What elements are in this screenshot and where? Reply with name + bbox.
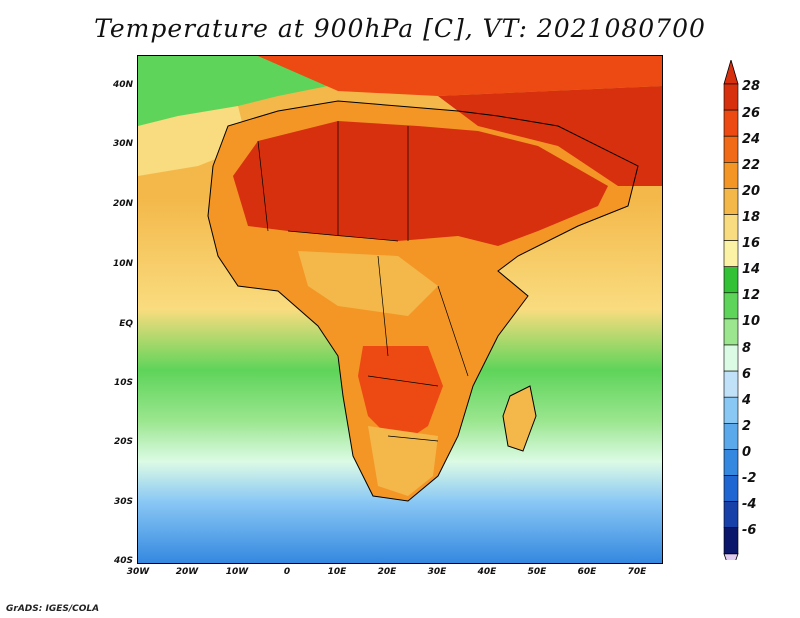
colorbar-label: 22	[742, 158, 761, 173]
lat-label: 30N	[112, 139, 133, 149]
colorbar-segment	[723, 292, 739, 320]
colorbar-label: 18	[742, 210, 761, 225]
colorbar-segment	[723, 109, 739, 137]
lon-label: 20E	[377, 567, 397, 577]
colorbar-label: -4	[742, 497, 757, 512]
lat-label: 10S	[113, 378, 133, 388]
lon-label: 60E	[577, 567, 597, 577]
lon-label: 30W	[126, 567, 150, 577]
lat-label: 30S	[113, 497, 133, 507]
lat-label: EQ	[119, 319, 133, 329]
lon-label: 40E	[477, 567, 497, 577]
lon-label: 30E	[427, 567, 447, 577]
chart-title: Temperature at 900hPa [C], VT: 202108070…	[94, 14, 706, 43]
colorbar-segment	[723, 240, 739, 268]
temperature-field	[138, 56, 662, 563]
colorbar-label: 20	[742, 184, 761, 199]
lon-label: 50E	[527, 567, 547, 577]
credit-text: GrADS: IGES/COLA	[6, 604, 100, 614]
country-borders	[257, 121, 469, 442]
colorbar-label: 26	[742, 106, 761, 121]
middle-east-hot-core	[438, 86, 662, 186]
colorbar-segment	[723, 422, 739, 450]
colorbar-label: 24	[742, 132, 761, 147]
coastline	[207, 100, 639, 502]
colorbar-segment	[723, 162, 739, 189]
north-hot-band	[258, 56, 662, 96]
north-atlantic-cool	[138, 56, 338, 126]
colorbar-label: 14	[742, 262, 761, 277]
madagascar-coastline	[502, 385, 537, 452]
lon-label: 70E	[627, 567, 647, 577]
colorbar-label: 16	[742, 236, 761, 251]
colorbar-label: -2	[742, 471, 757, 486]
lon-label: 20W	[175, 567, 199, 577]
lat-label: 20S	[113, 437, 133, 447]
colorbar-label: 12	[742, 288, 761, 303]
colorbar-segment	[723, 396, 739, 424]
colorbar-segment	[723, 266, 739, 294]
lon-label: 0	[283, 567, 291, 577]
colorbar-segment	[723, 188, 739, 215]
lat-label: 40N	[112, 80, 133, 90]
colorbar-label: 2	[742, 419, 752, 434]
colorbar-label: 6	[742, 367, 752, 382]
colorbar-label: 10	[742, 314, 761, 329]
lat-label: 20N	[112, 199, 133, 209]
sahel-warm	[298, 251, 438, 316]
madagascar-land	[503, 386, 536, 451]
colorbar-label: 8	[742, 341, 752, 356]
colorbar-segment	[723, 318, 739, 346]
lat-label: 40S	[113, 556, 133, 566]
central-africa-hot	[358, 346, 443, 446]
sahara-hot-core	[233, 121, 608, 246]
colorbar-over-arrow	[723, 60, 739, 85]
colorbar-segment	[723, 135, 739, 163]
colorbar-label: 4	[742, 393, 752, 408]
colorbar-segment	[723, 83, 739, 111]
colorbar-label: 0	[742, 445, 752, 460]
southern-africa-warm	[368, 426, 438, 496]
colorbar-under-arrow	[723, 553, 739, 560]
colorbar-label: 28	[742, 79, 761, 94]
lon-label: 10W	[225, 567, 249, 577]
colorbar-segment	[723, 475, 739, 502]
atlantic-warm-band	[138, 106, 248, 176]
colorbar-segment	[723, 344, 739, 372]
colorbar-segment	[723, 501, 739, 529]
colorbar	[723, 60, 739, 560]
colorbar-segment	[723, 527, 739, 555]
lat-label: 10N	[112, 259, 133, 269]
temperature-map	[137, 55, 663, 564]
lon-label: 10E	[327, 567, 347, 577]
colorbar-segment	[723, 449, 739, 476]
colorbar-segment	[723, 370, 739, 398]
colorbar-segment	[723, 214, 739, 241]
colorbar-label: -6	[742, 523, 757, 538]
